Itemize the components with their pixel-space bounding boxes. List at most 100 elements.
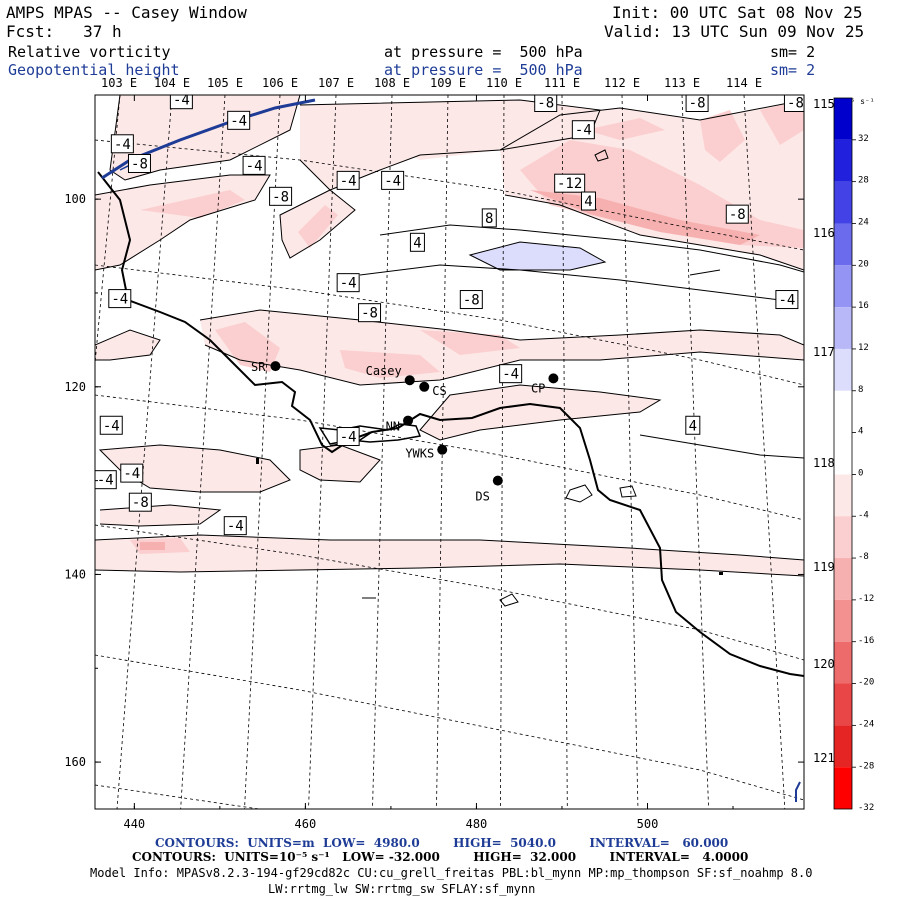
contour-label: -4 [336,170,360,190]
contour-label-box [358,303,382,323]
legend-swatch [834,390,852,433]
station-marker: CS [419,381,447,398]
contour-label-text: -4 [111,292,128,308]
geopotential-fragment [795,781,801,802]
legend-level: -16 [858,636,874,646]
station-dot [492,475,503,486]
contour-label-box [95,470,117,490]
contour-label-box [223,516,247,536]
contour-label-text: -12 [557,176,582,192]
legend-swatch [834,307,852,349]
contour-label-box [269,186,293,206]
contour-label-box [227,110,251,130]
plot-title: AMPS MPAS -- Casey Window [6,3,247,22]
contour-label-text: -8 [361,306,378,322]
contour-label-box [108,289,132,309]
contour-label-text: -4 [97,473,114,489]
legend-swatch [834,181,852,224]
station-layer: SR Casey CS NN YWKS DS CP [251,360,559,504]
contour-label: -4 [223,516,247,536]
contour-label-box [481,208,497,228]
valid-time: Valid: 13 UTC Sun 09 Nov 25 [604,22,865,41]
contour-label-box [242,155,266,175]
contour-label: -8 [459,290,483,310]
contour-label: -8 [685,95,709,113]
contour-label-text: -4 [340,173,357,189]
contour-label-box [128,492,152,512]
forecast-hour: Fcst: 37 h [6,22,122,41]
contour-label-text: 4 [584,194,592,210]
contour-label-text: -4 [384,173,401,189]
contour-label-text: -4 [340,276,357,292]
contour-label: -8 [128,492,152,512]
contour-label-text: 8 [485,211,493,227]
contour-label: -4 [227,110,251,130]
lon-label: 108 E [374,76,411,90]
contour-label-text: -4 [123,466,140,482]
legend-level: 32 [858,134,869,144]
init-time: Init: 00 UTC Sat 08 Nov 25 [612,3,863,22]
contour-label-box [783,95,804,113]
contour-label-text: -4 [114,137,131,153]
station-marker: Casey [366,364,415,386]
contour-label: 4 [580,191,596,211]
station-dot [403,415,414,426]
legend-swatch [834,683,852,726]
legend-swatch [834,348,852,391]
legend-level: 28 [858,176,869,186]
contour-label-text: -4 [227,519,244,535]
contour-label-text: -8 [787,96,804,112]
contour-label: -4 [95,470,117,490]
contour-label-box [459,290,483,310]
x-tick-label: 440 [123,817,145,831]
station-dot [270,361,281,372]
legend-level: -24 [858,719,874,729]
footer-model-info-2: LW:rrtmg_lw SW:rrtmg_sw SFLAY:sf_mynn [268,882,536,896]
legend-level: -12 [858,594,874,604]
station-dot [437,444,448,455]
contour-label-box [685,95,709,113]
contour-label-text: -4 [103,418,120,434]
contour-label: -4 [775,290,799,310]
legend-level: -4 [858,510,869,520]
footer-model-info: Model Info: MPASv8.2.3-194-gf29cd82c CU:… [90,866,813,880]
contour-label: -4 [381,170,405,190]
contour-label-box [725,204,749,224]
contour-label-box [499,364,523,384]
legend-swatch [834,767,852,809]
contour-label-box [580,191,596,211]
color-legend: 10⁻⁵ s⁻¹ 32 28 24 20 16 12 8 4 0 -4 -8 -12 -16 -20 -24… [833,97,875,813]
legend-level: 12 [858,343,869,353]
contour-label: -12 [554,173,586,193]
station-dot [419,381,430,392]
contour-label-text: -4 [246,158,263,174]
contour-label-layer: -4-4-4-8 -4-8-4 -4-8-4-8 -8-12-8484-4-4-8-8… [95,95,804,536]
station-marker: NN [386,415,414,434]
station-label: CS [432,384,446,398]
contour-label-text: -8 [463,293,480,309]
lon-label: 111 E [544,76,581,90]
contour-label: 4 [685,415,701,435]
contour-label-box [409,232,425,252]
contour-label-box [775,290,799,310]
legend-level: 4 [858,427,863,437]
lon-label: 114 E [726,76,763,90]
lon-label: 110 E [486,76,523,90]
station-label: SR [251,360,266,374]
contour-label-box [381,170,405,190]
field1-name: Relative vorticity [8,43,171,61]
contour-label-box [336,427,360,447]
contour-label: -4 [336,273,360,293]
geopotential-contour [101,98,316,180]
contour-label: -8 [358,303,382,323]
station-label: NN [386,420,400,434]
field1-smoothing: sm= 2 [770,43,816,61]
contour-label: -8 [127,153,151,173]
legend-level: -28 [858,761,874,771]
field2-smoothing: sm= 2 [770,61,816,79]
legend-swatch [834,265,852,308]
legend-level: -32 [858,803,874,813]
map-content: -4-4-4-8 -4-8-4 -4-8-4-8 -8-12-8484-4-4-8-8… [95,95,804,809]
station-marker: CP [531,373,559,395]
lon-label: 105 E [207,76,244,90]
